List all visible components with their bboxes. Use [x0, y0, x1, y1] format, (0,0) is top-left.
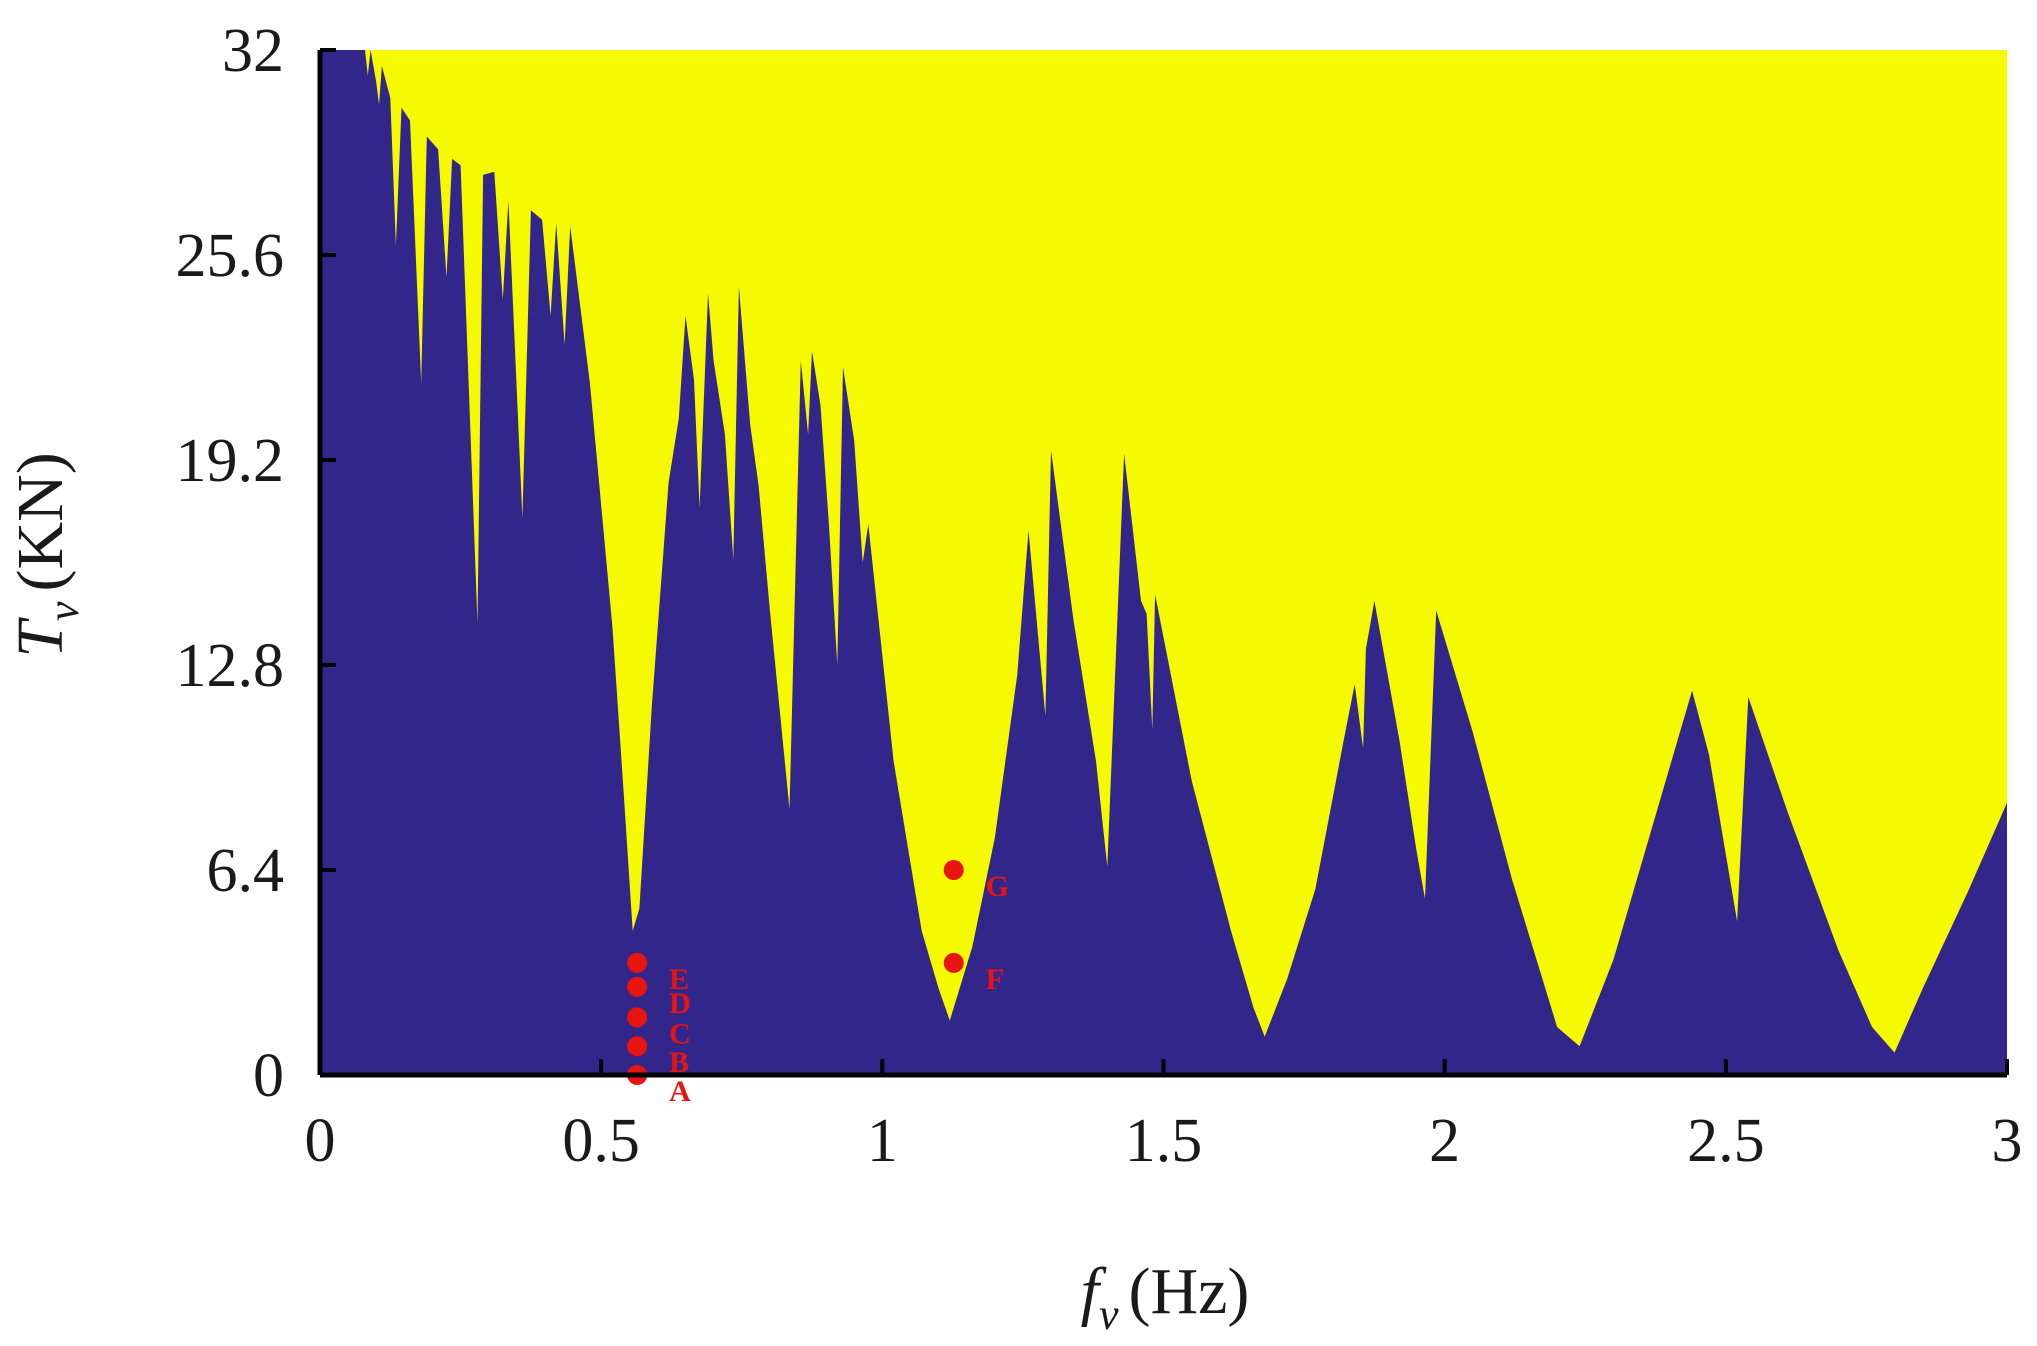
y-tick-label: 0	[253, 1042, 284, 1110]
point-label-e: E	[669, 963, 689, 996]
point-b	[627, 1036, 648, 1057]
plot-area	[320, 50, 2007, 1075]
point-label-a: A	[669, 1075, 691, 1108]
x-axis-label: fv (Hz)	[1081, 1255, 1250, 1339]
point-d	[627, 976, 648, 997]
y-tick-label: 6.4	[207, 837, 285, 905]
point-label-d: D	[669, 987, 691, 1020]
y-tick-label: 19.2	[176, 427, 285, 495]
point-e	[627, 952, 648, 973]
point-label-b: B	[669, 1046, 689, 1079]
y-tick-label: 25.6	[176, 222, 285, 290]
x-tick-label: 2.5	[1687, 1107, 1765, 1175]
x-tick-label: 1	[867, 1107, 898, 1175]
point-label-f: F	[986, 963, 1004, 996]
x-tick-label: 1.5	[1125, 1107, 1203, 1175]
point-f	[943, 952, 964, 973]
x-tick-label: 2	[1429, 1107, 1460, 1175]
y-tick-label: 12.8	[176, 632, 285, 700]
tick-labels: 0 0.5 1 1.5 2 2.5 3 0 6.4 12.8 19.2 25.6 32	[176, 17, 2023, 1175]
x-tick-label: 0.5	[562, 1107, 640, 1175]
point-g	[943, 860, 964, 880]
y-axis-label: Tv(KN)	[4, 452, 88, 658]
x-tick-label: 0	[305, 1107, 336, 1175]
y-tick-label: 32	[222, 17, 284, 85]
x-tick-label: 3	[1992, 1107, 2023, 1175]
lower-region	[320, 50, 2007, 1075]
point-label-c: C	[669, 1017, 691, 1050]
point-label-g: G	[986, 870, 1009, 903]
point-c	[627, 1007, 648, 1028]
